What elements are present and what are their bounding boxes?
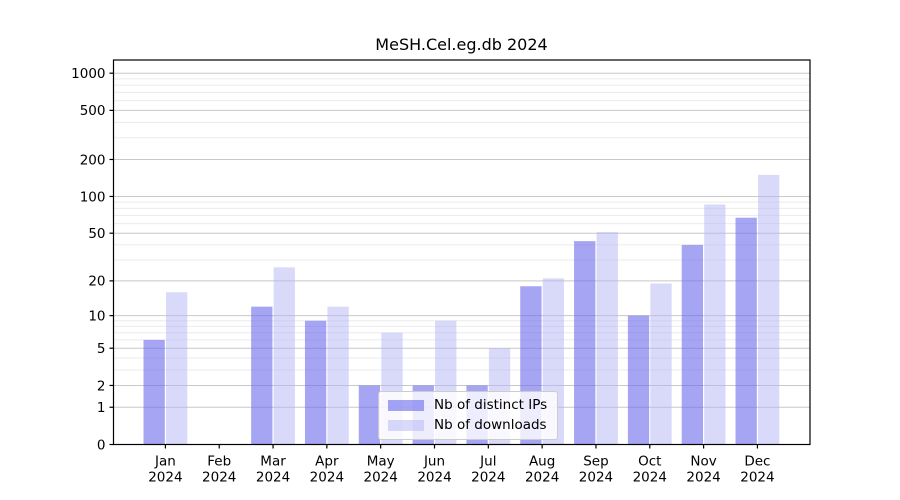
x-tick-label-year: 2024 (579, 470, 613, 486)
bar-distinct-ips-nov (681, 244, 703, 445)
bar-downloads-mar (273, 267, 295, 445)
legend-label-distinct-ips: Nb of distinct IPs (434, 397, 548, 413)
x-tick-label-month: Jun (423, 454, 445, 470)
bar-downloads-sep (596, 232, 618, 445)
bar-downloads-apr (327, 306, 349, 445)
bar-distinct-ips-apr (304, 320, 327, 445)
legend-swatch-distinct-ips (388, 399, 424, 411)
x-tick-label-month: Aug (529, 454, 555, 470)
bar-distinct-ips-dec (735, 217, 757, 445)
legend-label-downloads: Nb of downloads (434, 417, 547, 433)
y-tick-label: 50 (88, 226, 105, 242)
x-tick-label-year: 2024 (686, 470, 720, 486)
x-tick-label-year: 2024 (310, 470, 344, 486)
y-tick-label: 100 (80, 189, 106, 205)
x-tick-label-month: Mar (260, 454, 286, 470)
x-tick-label-month: Jan (154, 454, 176, 470)
bar-downloads-jan (166, 292, 188, 445)
x-tick-label-month: May (367, 454, 395, 470)
x-tick-label-year: 2024 (525, 470, 559, 486)
bar-downloads-nov (704, 204, 726, 445)
y-tick-label: 500 (80, 103, 106, 119)
bar-distinct-ips-may (358, 385, 381, 445)
x-tick-label-year: 2024 (471, 470, 505, 486)
y-tick-label: 2 (97, 378, 106, 394)
x-tick-label-year: 2024 (202, 470, 236, 486)
x-tick-label-month: Apr (315, 454, 339, 470)
x-tick-label-month: Dec (744, 454, 770, 470)
bar-downloads-oct (650, 283, 672, 445)
x-tick-label-month: Feb (207, 454, 231, 470)
x-tick-label-month: Jul (479, 454, 496, 470)
chart-title: MeSH.Cel.eg.db 2024 (375, 35, 548, 54)
bar-downloads-dec (758, 174, 780, 445)
legend-item-distinct-ips: Nb of distinct IPs (388, 397, 547, 413)
plot-border (112, 59, 811, 446)
x-tick-label-year: 2024 (256, 470, 290, 486)
y-tick-label: 5 (97, 341, 106, 357)
y-tick-label: 1 (97, 400, 106, 416)
y-tick-label: 0 (97, 437, 106, 453)
bar-distinct-ips-oct (627, 315, 650, 445)
legend-item-downloads: Nb of downloads (388, 417, 547, 433)
x-tick-label-month: Sep (583, 454, 608, 470)
x-tick-label-year: 2024 (633, 470, 667, 486)
x-tick-label-year: 2024 (148, 470, 182, 486)
y-tick-label: 20 (88, 274, 105, 290)
x-tick-label-month: Nov (690, 454, 716, 470)
x-tick-label-month: Oct (638, 454, 661, 470)
legend: Nb of distinct IPs Nb of downloads (378, 391, 559, 440)
y-tick-label: 10 (88, 308, 105, 324)
bar-distinct-ips-sep (574, 241, 596, 445)
x-tick-label-year: 2024 (740, 470, 774, 486)
y-tick-label: 1000 (71, 66, 105, 82)
bar-distinct-ips-jan (143, 339, 165, 445)
x-tick-label-year: 2024 (417, 470, 451, 486)
bar-distinct-ips-mar (251, 306, 273, 445)
y-tick-label: 200 (80, 152, 106, 168)
x-tick-label-year: 2024 (364, 470, 398, 486)
legend-swatch-downloads (388, 419, 424, 431)
